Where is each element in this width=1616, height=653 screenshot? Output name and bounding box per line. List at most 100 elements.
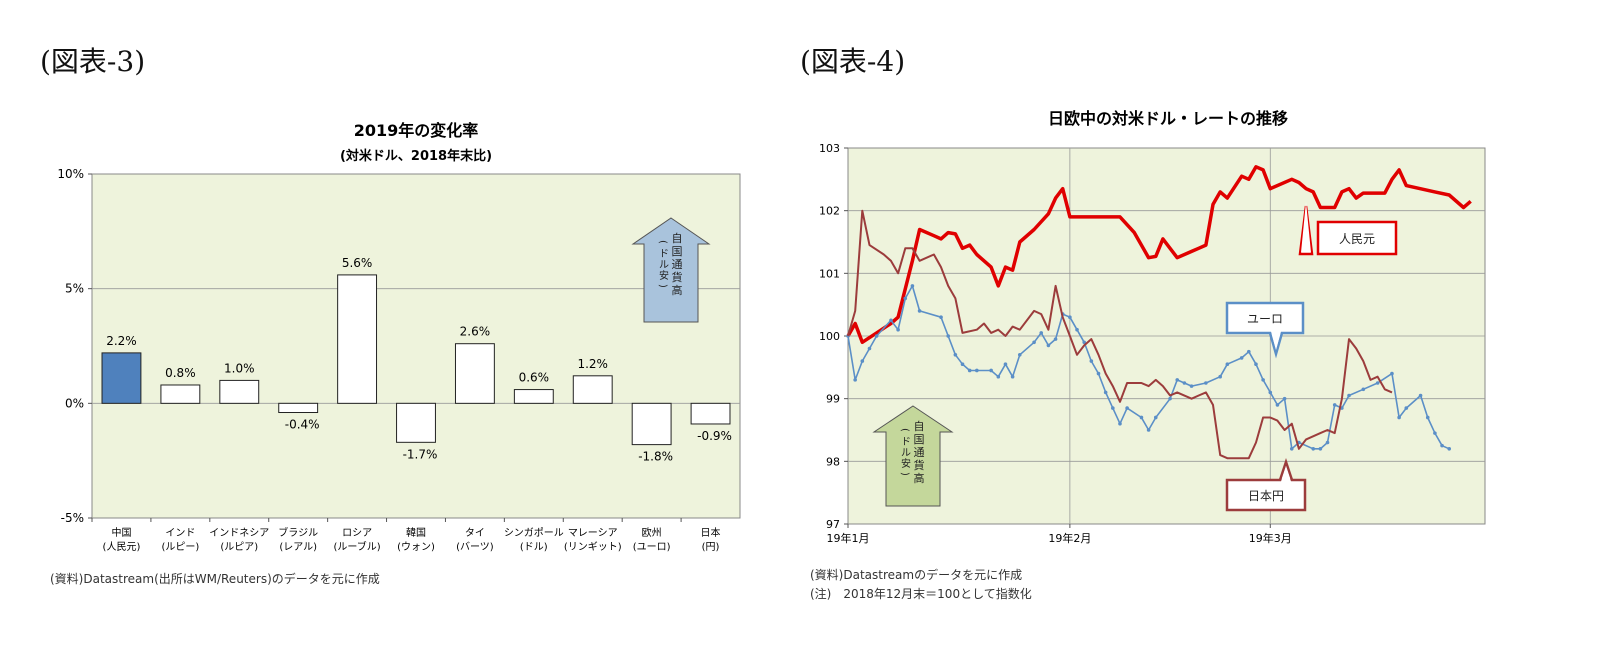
x-tick-label: ロシア	[342, 528, 372, 539]
bar	[690, 402, 731, 425]
annotation-arrow-paren-char: ド	[659, 249, 669, 260]
x-tick-label: 韓国	[406, 527, 426, 539]
x-tick-label: ブラジル	[278, 526, 318, 539]
bar	[160, 384, 201, 404]
bar	[513, 389, 554, 404]
series-point	[1440, 443, 1444, 448]
y-tick-label: 101	[819, 267, 840, 280]
bar	[454, 343, 495, 404]
series-point	[867, 346, 872, 351]
y-tick-label: 5%	[65, 282, 84, 296]
y-tick-label: 98	[826, 455, 840, 468]
annotation-arrow-text-char: 国	[672, 245, 683, 258]
x-tick-label-sub: (ルピア)	[220, 541, 258, 553]
series-point	[889, 318, 893, 323]
index-note-right: (注) 2018年12月末＝100として指数化	[810, 587, 1032, 601]
series-point	[1096, 371, 1101, 376]
x-tick-label-sub: (ウォン)	[397, 541, 435, 553]
series-point	[1153, 415, 1158, 420]
series-point	[953, 353, 958, 357]
series-point	[1275, 403, 1280, 407]
series-point	[1311, 447, 1316, 451]
series-point	[1247, 349, 1251, 354]
series-point	[1254, 362, 1258, 367]
series-point	[1289, 447, 1294, 451]
series-point	[1325, 440, 1330, 445]
series-point	[1418, 393, 1423, 398]
annotation-arrow-text-char: 自	[672, 232, 683, 245]
annotation-arrow-paren-char: (	[899, 428, 910, 432]
bar-chart: 2019年の変化率 (対米ドル、2018年末比) -5% 0% 5% 10% 2.2% 中国 (…	[57, 121, 741, 553]
series-point	[1347, 393, 1351, 398]
legend-callout-eur-box	[1225, 301, 1305, 335]
x-tick-label: インド	[165, 528, 195, 539]
series-point	[1332, 403, 1337, 407]
bar	[572, 375, 613, 404]
legend-callout-eur-label: ユーロ	[1247, 312, 1283, 326]
series-point	[1361, 387, 1366, 392]
annotation-arrow-shape	[872, 405, 954, 507]
series-point	[917, 309, 922, 313]
series-point	[1268, 390, 1273, 395]
legend-callout-eur-pointer-fill	[1271, 331, 1281, 350]
chart-title: 2019年の変化率	[354, 121, 479, 140]
x-tick-label: インドネシア	[209, 527, 269, 539]
series-point	[1390, 371, 1394, 376]
bar-value-label: 0.8%	[165, 366, 196, 380]
x-tick-label: タイ	[465, 527, 485, 539]
y-tick-label: 100	[819, 330, 840, 343]
series-line	[847, 209, 1393, 460]
series-point	[1397, 415, 1401, 420]
chart-subtitle: (対米ドル、2018年末比)	[340, 148, 492, 164]
bar	[337, 274, 378, 404]
series-point	[1010, 374, 1015, 379]
x-tick-label: 19年2月	[1048, 531, 1091, 545]
annotation-arrow-text-char: 自	[914, 420, 925, 433]
x-tick-label-sub: (円)	[702, 542, 720, 553]
bar	[631, 402, 672, 446]
series-point	[860, 359, 865, 363]
chart-title: 日欧中の対米ドル・レートの推移	[1048, 109, 1288, 128]
series-point	[896, 327, 900, 332]
y-tick-label: 97	[826, 518, 840, 531]
annotation-arrow-paren-char: 安	[659, 269, 669, 282]
series-point	[903, 296, 908, 301]
plot-area	[91, 173, 741, 519]
series-point	[910, 284, 915, 288]
source-note-left: (資料)Datastream(出所はWM/Reuters)のデータを元に作成	[50, 572, 380, 586]
bar-value-label: 1.0%	[224, 361, 255, 375]
y-tick-label: 10%	[57, 167, 84, 181]
series-point	[989, 368, 993, 373]
legend-callout-jpy-pointer-fill	[1281, 466, 1291, 482]
annotation-arrow-shape	[631, 217, 711, 323]
series-point	[1189, 384, 1194, 388]
series-point	[1168, 396, 1172, 401]
series-point	[1032, 340, 1036, 345]
series-point	[1404, 406, 1409, 410]
series-point	[996, 374, 1001, 379]
legend-callout-jpy-label: 日本円	[1248, 489, 1284, 503]
legend-callout-cny-label: 人民元	[1339, 232, 1375, 246]
series-point	[960, 362, 965, 367]
series-point	[1425, 415, 1430, 420]
series-point	[1433, 431, 1437, 435]
x-tick-label: 欧州	[642, 527, 662, 539]
bar-value-label: -0.4%	[285, 418, 320, 432]
bar	[396, 402, 436, 443]
series-point	[1017, 353, 1022, 357]
bar-value-label: -0.9%	[697, 429, 732, 443]
series-point	[1204, 381, 1208, 385]
annotation-arrow-text-char: 貨	[914, 458, 925, 472]
series-point	[1318, 447, 1323, 451]
x-tick-label-sub: (リンギット)	[564, 541, 622, 553]
x-tick-label: 19年3月	[1249, 531, 1292, 545]
series-point	[1139, 415, 1144, 420]
bar-value-label: 0.6%	[519, 371, 550, 385]
annotation-arrow-paren-char: (	[657, 240, 668, 244]
annotation-arrow-paren-char: )	[657, 284, 668, 288]
x-tick-label: シンガポール	[504, 527, 564, 539]
x-tick-label: マレーシア	[568, 528, 618, 539]
annotation-arrow-paren-char: 安	[901, 457, 911, 470]
series-point	[1103, 390, 1108, 395]
series-point	[1182, 381, 1187, 385]
